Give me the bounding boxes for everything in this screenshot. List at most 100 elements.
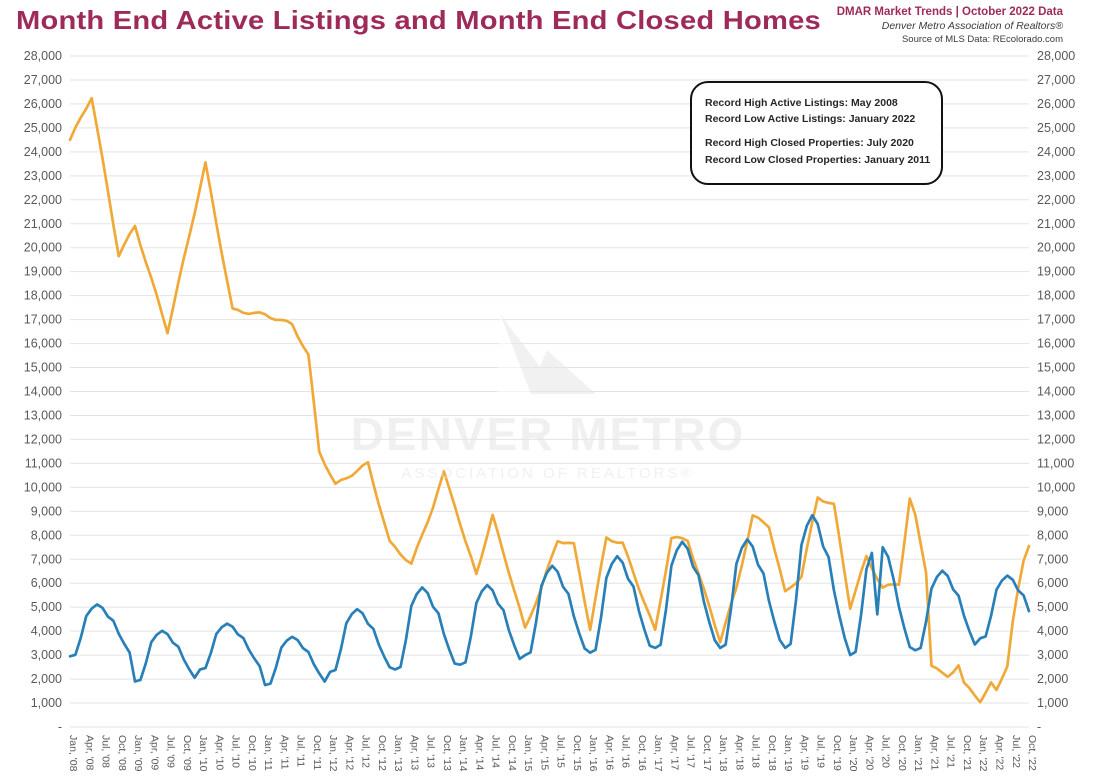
svg-text:7,000: 7,000 [31,552,62,566]
svg-text:Jan, '19: Jan, '19 [782,735,794,772]
svg-text:2,000: 2,000 [31,672,62,686]
svg-text:Apr, '13: Apr, '13 [408,735,420,770]
svg-text:Jul, '12: Jul, '12 [360,735,372,768]
svg-text:28,000: 28,000 [1037,49,1075,63]
svg-text:13,000: 13,000 [24,408,62,422]
svg-text:19,000: 19,000 [1037,265,1075,279]
svg-text:Jan, '15: Jan, '15 [522,735,534,772]
svg-text:Apr, '19: Apr, '19 [798,735,810,770]
svg-text:Oct, '13: Oct, '13 [441,735,453,771]
svg-text:Apr, '09: Apr, '09 [148,735,160,770]
svg-text:2,000: 2,000 [1037,672,1068,686]
svg-text:7,000: 7,000 [1037,552,1068,566]
svg-text:15,000: 15,000 [1037,361,1075,375]
svg-text:Jan, '16: Jan, '16 [587,735,599,772]
svg-text:Jan, '20: Jan, '20 [847,735,859,772]
svg-text:Jan, '14: Jan, '14 [457,735,469,772]
svg-text:18,000: 18,000 [1037,289,1075,303]
svg-text:Jul, '14: Jul, '14 [490,735,502,768]
svg-text:26,000: 26,000 [1037,97,1075,111]
svg-text:Apr, '14: Apr, '14 [473,735,485,770]
svg-text:22,000: 22,000 [24,193,62,207]
svg-text:-: - [1037,720,1041,734]
svg-text:Jul, '16: Jul, '16 [620,735,632,768]
svg-text:Apr, '12: Apr, '12 [343,735,355,770]
svg-text:24,000: 24,000 [1037,145,1075,159]
svg-text:Apr, '10: Apr, '10 [213,735,225,770]
svg-text:Oct, '08: Oct, '08 [116,735,128,771]
svg-text:Oct, '22: Oct, '22 [1026,735,1038,771]
svg-text:18,000: 18,000 [24,289,62,303]
svg-text:20,000: 20,000 [24,241,62,255]
svg-text:23,000: 23,000 [24,169,62,183]
svg-text:25,000: 25,000 [1037,121,1075,135]
svg-text:26,000: 26,000 [24,97,62,111]
svg-text:Oct, '17: Oct, '17 [701,735,713,771]
svg-text:Jul, '11: Jul, '11 [295,735,307,767]
svg-text:Jan, '13: Jan, '13 [392,735,404,772]
svg-text:Oct, '18: Oct, '18 [766,735,778,771]
svg-text:28,000: 28,000 [24,49,62,63]
svg-text:Jan, '18: Jan, '18 [717,735,729,772]
svg-text:Jan, '11: Jan, '11 [262,735,274,771]
svg-text:3,000: 3,000 [31,648,62,662]
svg-text:14,000: 14,000 [1037,385,1075,399]
svg-text:Apr, '16: Apr, '16 [603,735,615,770]
svg-text:Apr, '22: Apr, '22 [993,735,1005,770]
svg-text:Apr, '21: Apr, '21 [928,735,940,770]
svg-text:Oct, '15: Oct, '15 [571,735,583,771]
svg-text:Apr, '20: Apr, '20 [863,735,875,770]
svg-text:Jul, '22: Jul, '22 [1010,735,1022,768]
svg-text:Oct, '10: Oct, '10 [246,735,258,771]
svg-text:Jul, '13: Jul, '13 [425,735,437,768]
svg-text:Jul, '18: Jul, '18 [750,735,762,768]
svg-text:16,000: 16,000 [1037,337,1075,351]
svg-text:Oct, '21: Oct, '21 [961,735,973,771]
svg-text:Apr, '17: Apr, '17 [668,735,680,770]
svg-text:Jul, '10: Jul, '10 [230,735,242,768]
svg-text:Oct, '20: Oct, '20 [896,735,908,771]
svg-text:5,000: 5,000 [1037,600,1068,614]
svg-text:8,000: 8,000 [1037,528,1068,542]
svg-text:13,000: 13,000 [1037,408,1075,422]
svg-text:27,000: 27,000 [24,73,62,87]
svg-text:Jan, '12: Jan, '12 [327,735,339,772]
svg-text:24,000: 24,000 [24,145,62,159]
svg-text:Oct, '11: Oct, '11 [311,735,323,770]
svg-text:10,000: 10,000 [24,480,62,494]
svg-text:11,000: 11,000 [25,456,62,470]
svg-text:Jul, '08: Jul, '08 [100,735,112,768]
svg-text:Jan, '09: Jan, '09 [132,735,144,772]
svg-text:Jul, '20: Jul, '20 [880,735,892,768]
svg-text:22,000: 22,000 [1037,193,1075,207]
svg-text:16,000: 16,000 [24,337,62,351]
svg-text:Jan, '08: Jan, '08 [67,735,79,772]
svg-text:11,000: 11,000 [1037,456,1074,470]
svg-text:Jul, '17: Jul, '17 [685,735,697,768]
svg-text:4,000: 4,000 [31,624,62,638]
svg-text:Jan, '22: Jan, '22 [977,735,989,772]
svg-text:Oct, '12: Oct, '12 [376,735,388,771]
svg-text:5,000: 5,000 [31,600,62,614]
svg-text:17,000: 17,000 [24,313,62,327]
svg-text:4,000: 4,000 [1037,624,1068,638]
svg-text:8,000: 8,000 [31,528,62,542]
svg-text:Apr, '08: Apr, '08 [83,735,95,770]
svg-text:1,000: 1,000 [31,696,62,710]
svg-text:Jul, '19: Jul, '19 [815,735,827,768]
svg-text:Jan, '10: Jan, '10 [197,735,209,772]
svg-text:Jul, '09: Jul, '09 [165,735,177,768]
svg-text:Oct, '16: Oct, '16 [636,735,648,771]
svg-text:27,000: 27,000 [1037,73,1075,87]
svg-text:Apr, '11: Apr, '11 [278,735,290,770]
svg-text:Oct, '19: Oct, '19 [831,735,843,771]
svg-text:12,000: 12,000 [1037,432,1075,446]
svg-text:25,000: 25,000 [24,121,62,135]
svg-text:17,000: 17,000 [1037,313,1075,327]
svg-text:Oct, '14: Oct, '14 [506,735,518,771]
svg-text:Jan, '17: Jan, '17 [652,735,664,772]
svg-text:14,000: 14,000 [24,385,62,399]
svg-text:Jan, '21: Jan, '21 [912,735,924,772]
svg-text:21,000: 21,000 [1037,217,1075,231]
svg-text:Jul, '21: Jul, '21 [945,735,957,768]
